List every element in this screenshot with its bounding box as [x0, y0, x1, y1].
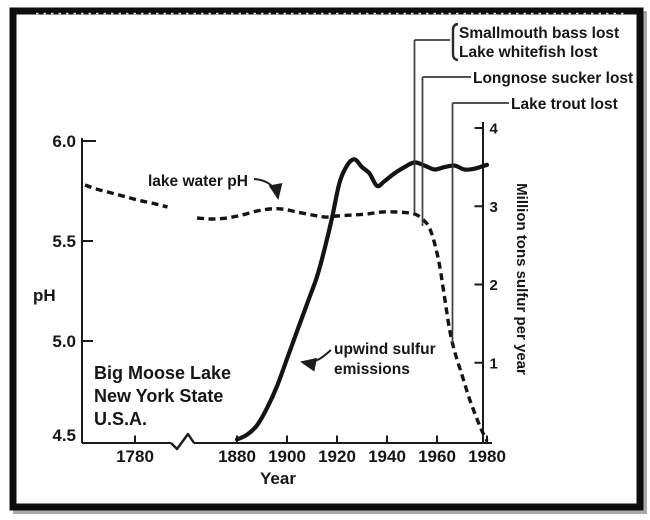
x-tick-label: 1960 [418, 447, 456, 466]
x-tick-label: 1880 [218, 447, 256, 466]
y-right-tick-label: 2 [490, 277, 498, 294]
x-tick-label: 1980 [468, 447, 506, 466]
location-line-3: U.S.A. [94, 409, 147, 429]
frame-border [9, 7, 644, 511]
labels-layer: Smallmouth bass lost Lake whitefish lost… [33, 22, 633, 488]
y-right-axis-title: Million tons sulfur per year [513, 183, 530, 375]
x-axis-break [170, 432, 195, 451]
y-left-tick-label: 6.0 [52, 132, 76, 151]
emissions-curve [234, 157, 490, 442]
emissions-label-line-2: emissions [334, 361, 410, 378]
y-left-tick-label: 5.5 [52, 232, 76, 251]
y-left-tick-label: 5.0 [52, 332, 76, 351]
curves-layer [84, 157, 490, 442]
event-label-lake-whitefish: Lake whitefish lost [459, 44, 598, 61]
y-left-axis-title: pH [33, 286, 56, 305]
event-label-longnose-sucker: Longnose sucker lost [473, 70, 633, 87]
x-tick-label: 1920 [318, 447, 356, 466]
y-right-tick-label: 1 [490, 355, 498, 372]
event-label-lake-trout: Lake trout lost [511, 96, 618, 113]
y-left-tick-label: 4.5 [52, 426, 76, 445]
y-right-tick-label: 3 [490, 199, 498, 216]
ph-curve-label: lake water pH [148, 173, 248, 190]
axes-layer: 6.0 5.5 5.0 4.5 1780 1880 1900 1920 1940 1960 1980… [52, 121, 506, 467]
location-line-2: New York State [94, 386, 223, 406]
x-tick-label: 1900 [268, 447, 306, 466]
ph-curve-segment-2 [196, 207, 489, 442]
x-tick-label: 1940 [368, 447, 406, 466]
y-right-tick-label: 4 [490, 121, 499, 138]
emissions-label-line-1: upwind sulfur [334, 341, 436, 358]
ph-label-arrow [253, 178, 283, 200]
x-tick-label: 1780 [116, 447, 154, 466]
event-bracket [451, 22, 459, 62]
figure-frame [9, 7, 647, 514]
x-axis-title: Year [260, 469, 296, 488]
event-lines-layer [413, 39, 509, 343]
ph-curve-segment-1 [84, 183, 168, 209]
event-label-smallmouth-bass: Smallmouth bass lost [459, 25, 619, 42]
emissions-label-arrow [300, 349, 332, 372]
location-line-1: Big Moose Lake [94, 363, 231, 383]
